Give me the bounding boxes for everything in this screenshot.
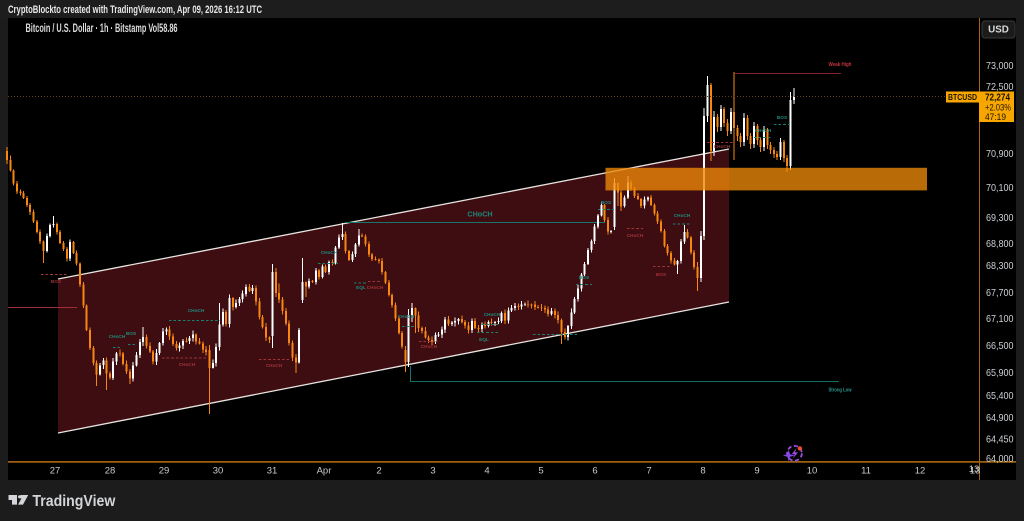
svg-text:Weak High: Weak High xyxy=(829,62,852,68)
svg-text:CHoCH: CHoCH xyxy=(674,213,691,218)
svg-text:EQL: EQL xyxy=(356,285,366,290)
svg-text:CHoCH: CHoCH xyxy=(321,250,338,255)
svg-text:64,900: 64,900 xyxy=(986,412,1014,424)
svg-text:BOS: BOS xyxy=(601,200,611,205)
svg-text:3: 3 xyxy=(430,466,435,477)
svg-text:13: 13 xyxy=(969,464,980,475)
svg-text:+2.03%: +2.03% xyxy=(985,103,1011,113)
svg-text:9: 9 xyxy=(754,466,759,477)
svg-text:CHoCH: CHoCH xyxy=(109,334,126,339)
svg-text:USD: USD xyxy=(988,25,1009,36)
svg-text:2: 2 xyxy=(376,466,381,477)
svg-text:70,900: 70,900 xyxy=(986,148,1014,160)
svg-text:CHoCH: CHoCH xyxy=(467,210,492,219)
svg-text:11: 11 xyxy=(861,466,871,477)
svg-text:70,100: 70,100 xyxy=(986,182,1014,194)
svg-text:66,500: 66,500 xyxy=(986,340,1014,352)
svg-text:68,300: 68,300 xyxy=(986,260,1014,272)
svg-text:BOS: BOS xyxy=(51,279,61,284)
svg-text:65,400: 65,400 xyxy=(986,390,1014,402)
svg-text:CHoCH: CHoCH xyxy=(266,363,283,368)
svg-text:CHoCH: CHoCH xyxy=(188,308,205,313)
svg-text:72,274: 72,274 xyxy=(985,93,1010,104)
svg-text:CHoCH: CHoCH xyxy=(714,144,731,149)
svg-text:13: 13 xyxy=(970,466,981,477)
svg-text:CHoCH: CHoCH xyxy=(398,314,415,319)
svg-text:5: 5 xyxy=(538,466,543,477)
svg-text:29: 29 xyxy=(159,466,170,477)
svg-text:72,500: 72,500 xyxy=(986,81,1014,93)
svg-text:EQL: EQL xyxy=(479,337,489,342)
svg-text:BOS: BOS xyxy=(777,115,787,120)
svg-text:TradingView: TradingView xyxy=(32,493,116,510)
svg-text:8: 8 xyxy=(700,466,705,477)
svg-text:CHoCH: CHoCH xyxy=(627,233,644,238)
svg-text:10: 10 xyxy=(807,466,818,477)
svg-text:73,000: 73,000 xyxy=(986,60,1014,72)
svg-text:64,450: 64,450 xyxy=(986,433,1014,445)
svg-text:CHoCH: CHoCH xyxy=(367,285,384,290)
svg-text:CHoCH: CHoCH xyxy=(484,312,501,317)
svg-text:Strong Low: Strong Low xyxy=(829,388,853,394)
svg-text:68,800: 68,800 xyxy=(986,238,1014,250)
svg-text:7: 7 xyxy=(646,466,651,477)
svg-text:67,100: 67,100 xyxy=(986,313,1014,325)
svg-text:CryptoBlockto created with Tra: CryptoBlockto created with TradingView.c… xyxy=(8,4,262,16)
svg-text:30: 30 xyxy=(213,466,224,477)
svg-text:Bitcoin / U.S. Dollar · 1h · B: Bitcoin / U.S. Dollar · 1h · Bitstamp Vo… xyxy=(26,23,178,35)
svg-text:65,900: 65,900 xyxy=(986,367,1014,379)
svg-text:Apr: Apr xyxy=(317,466,332,477)
svg-text:31: 31 xyxy=(267,466,278,477)
svg-text:CHoCH: CHoCH xyxy=(421,344,438,349)
svg-text:BOS: BOS xyxy=(579,275,589,280)
svg-text:28: 28 xyxy=(105,466,116,477)
svg-text:BTCUSD: BTCUSD xyxy=(948,92,977,102)
svg-text:67,700: 67,700 xyxy=(986,287,1014,299)
svg-text:CHoCH: CHoCH xyxy=(755,128,772,133)
svg-text:27: 27 xyxy=(50,466,61,477)
svg-text:4: 4 xyxy=(484,466,489,477)
svg-text:BOS: BOS xyxy=(126,331,136,336)
svg-text:CHoCH: CHoCH xyxy=(179,362,196,367)
svg-text:BOS: BOS xyxy=(656,272,666,277)
svg-text:69,300: 69,300 xyxy=(986,212,1014,224)
svg-text:6: 6 xyxy=(592,466,597,477)
svg-text:64,000: 64,000 xyxy=(986,453,1014,465)
svg-text:12: 12 xyxy=(915,466,926,477)
svg-text:47:19: 47:19 xyxy=(985,112,1006,122)
